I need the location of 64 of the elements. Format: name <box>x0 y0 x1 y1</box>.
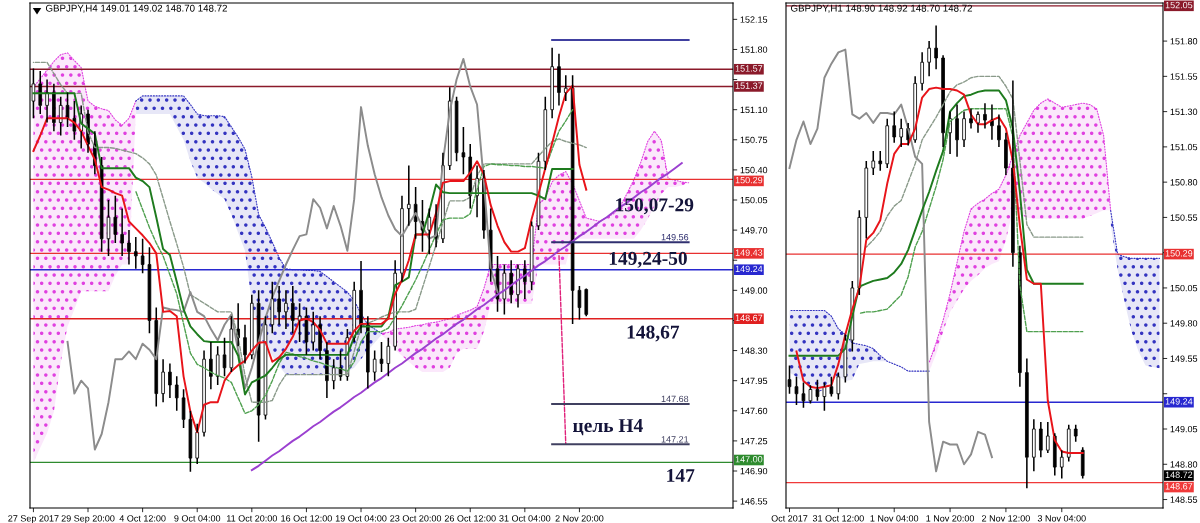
ref-line-label: 149.24 <box>1165 398 1193 405</box>
y-tick-label: 148.55 <box>1170 496 1198 503</box>
y-tick-label: 151.55 <box>1170 73 1198 80</box>
y-tick-label: 150.05 <box>740 196 768 204</box>
x-tick-label: 1 Nov 04:00 <box>870 515 919 522</box>
x-tick-label: Oct 2017 <box>771 515 808 522</box>
y-tick-label: 150.75 <box>740 136 768 144</box>
y-tick-label: 148.30 <box>740 347 768 354</box>
ref-line-label: 151.57 <box>735 65 763 72</box>
chart-title: GBPJPY,H4 149.01 149.02 148.70 148.72 <box>45 4 227 13</box>
x-tick-label: 19 Oct 04:00 <box>335 515 387 522</box>
series-label: 147.68 <box>661 395 689 403</box>
ref-line-label: 147.00 <box>735 456 763 463</box>
y-tick-label: 149.55 <box>1170 355 1198 362</box>
x-tick-label: 16 Oct 12:00 <box>281 515 332 522</box>
ref-line-label: 149.24 <box>735 265 763 273</box>
x-tick-label: 31 Oct 04:00 <box>499 515 551 522</box>
ref-line-label: 152.05 <box>1165 1 1193 9</box>
annotation: цель H4 <box>573 419 643 436</box>
y-tick-label: 151.10 <box>740 106 768 114</box>
y-tick-label: 149.70 <box>740 227 768 234</box>
x-tick-label: 27 Sep 2017 <box>8 515 59 523</box>
y-tick-label: 147.95 <box>740 377 768 385</box>
annotation: 148,67 <box>627 325 680 342</box>
annotation: 149,24-50 <box>609 251 687 268</box>
ref-line-label: 150.29 <box>1165 250 1193 257</box>
annotation: 147 <box>667 469 695 482</box>
y-tick-label: 147.60 <box>740 407 768 415</box>
y-tick-label: 150.55 <box>1170 214 1198 221</box>
y-tick-label: 152.15 <box>740 16 768 23</box>
ref-line-label: 150.29 <box>735 176 763 184</box>
annotation: 148.72 <box>1165 471 1193 478</box>
x-tick-label: 1 Nov 20:00 <box>926 515 975 522</box>
x-tick-label: 11 Oct 20:00 <box>227 515 277 522</box>
x-tick-label: 2 Nov 12:00 <box>982 515 1030 522</box>
y-tick-label: 151.05 <box>1170 143 1198 151</box>
y-tick-label: 151.30 <box>1170 108 1198 115</box>
y-tick-label: 149.00 <box>740 287 768 294</box>
y-tick-label: 151.80 <box>740 46 768 53</box>
ref-line-label: 148.67 <box>1165 483 1193 490</box>
series-label: 149.56 <box>661 233 689 241</box>
y-tick-label: 146.55 <box>740 498 768 505</box>
x-tick-label: 26 Oct 12:00 <box>444 515 496 522</box>
y-tick-label: 147.25 <box>740 437 768 445</box>
ref-line-label: 151.37 <box>735 82 763 89</box>
y-tick-label: 146.90 <box>740 467 768 475</box>
x-tick-label: 31 Oct 12:00 <box>812 515 864 522</box>
y-tick-label: 150.40 <box>740 166 768 174</box>
y-tick-label: 150.05 <box>1170 284 1198 292</box>
x-tick-label: 2 Nov 20:00 <box>555 515 604 522</box>
series-label: 147.21 <box>661 436 689 443</box>
x-tick-label: 4 Oct 12:00 <box>119 515 166 522</box>
x-tick-label: 29 Sep 20:00 <box>61 515 115 523</box>
ref-line-label: 149.43 <box>735 249 763 256</box>
y-tick-label: 149.05 <box>1170 425 1198 433</box>
y-tick-label: 151.80 <box>1170 38 1198 45</box>
y-tick-label: 150.80 <box>1170 179 1198 186</box>
x-tick-label: 23 Oct 20:00 <box>390 515 442 522</box>
ref-line-label: 148.67 <box>735 314 763 322</box>
y-tick-label: 148.80 <box>1170 461 1198 468</box>
chart-title: GBPJPY,H1 148.90 148.92 148.70 148.72 <box>791 4 973 13</box>
x-tick-label: 9 Oct 04:00 <box>174 515 221 522</box>
x-tick-label: 3 Nov 04:00 <box>1037 515 1086 522</box>
y-tick-label: 149.80 <box>1170 320 1198 327</box>
